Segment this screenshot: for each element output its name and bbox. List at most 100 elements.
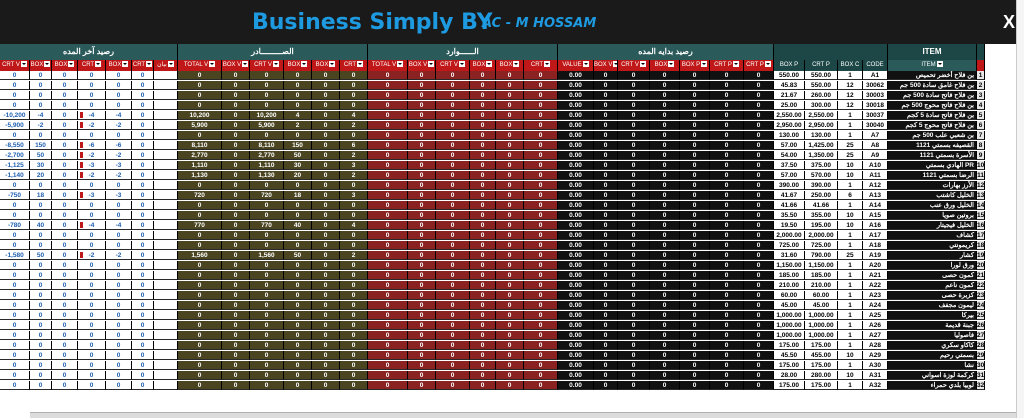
filter-dropdown-icon[interactable] [44, 61, 51, 68]
column-header[interactable]: BOX V [594, 60, 618, 71]
column-header[interactable]: BOX V [408, 60, 436, 71]
column-header[interactable]: CRT [340, 60, 368, 71]
column-header[interactable]: BOX V [222, 60, 250, 71]
filter-dropdown-icon[interactable] [701, 61, 708, 68]
filter-dropdown-icon[interactable] [20, 61, 27, 68]
table-cell: 0 [408, 291, 436, 300]
table-cell: 0 [618, 121, 650, 130]
table-cell: 0 [524, 101, 558, 110]
table-cell: A23 [863, 291, 888, 300]
table-cell: 40 [284, 221, 312, 230]
filter-dropdown-icon[interactable] [329, 61, 336, 68]
filter-dropdown-icon[interactable] [122, 61, 129, 68]
filter-dropdown-icon[interactable] [167, 61, 174, 68]
column-header[interactable]: BOX P [774, 60, 805, 71]
column-header[interactable]: بيان [154, 60, 178, 71]
filter-dropdown-icon[interactable] [95, 61, 102, 68]
table-cell: 0 [30, 91, 52, 100]
column-header[interactable]: BOX [284, 60, 312, 71]
column-header[interactable]: CRT P [805, 60, 838, 71]
table-cell: 0 [594, 101, 618, 110]
filter-dropdown-icon[interactable] [209, 61, 216, 68]
filter-dropdown-icon[interactable] [397, 61, 404, 68]
table-cell: 1 [838, 261, 863, 270]
column-header[interactable]: ITEM [888, 60, 977, 71]
column-header[interactable]: BOX [106, 60, 132, 71]
column-header[interactable]: BOX P [680, 60, 710, 71]
filter-dropdown-icon[interactable] [764, 61, 771, 68]
table-cell: 0 [710, 301, 744, 310]
table-cell: 0 [52, 81, 78, 90]
filter-dropdown-icon[interactable] [146, 61, 153, 68]
filter-dropdown-icon[interactable] [272, 61, 279, 68]
column-header[interactable]: CRT V [618, 60, 650, 71]
table-cell: 1,000.00 [805, 311, 838, 320]
column-header[interactable]: CRT [78, 60, 106, 71]
column-header[interactable]: BOX [52, 60, 78, 71]
table-cell: 0 [470, 301, 496, 310]
filter-dropdown-icon[interactable] [613, 61, 617, 68]
column-header[interactable]: TOTAL V [178, 60, 222, 71]
table-cell: 0 [340, 361, 368, 370]
horizontal-scrollbar[interactable] [30, 412, 1016, 418]
table-cell: 1,350.00 [805, 151, 838, 160]
table-cell: 0 [368, 191, 408, 200]
filter-dropdown-icon[interactable] [639, 61, 646, 68]
table-cell: 0 [744, 111, 774, 120]
column-header[interactable]: BOX [470, 60, 496, 71]
column-header[interactable] [977, 60, 985, 71]
column-header[interactable]: BOX [650, 60, 680, 71]
table-cell: 0 [744, 81, 774, 90]
column-header[interactable]: CRT [524, 60, 558, 71]
table-cell: 60.00 [805, 291, 838, 300]
table-cell: 0 [132, 141, 154, 150]
table-cell: 2 [284, 121, 312, 130]
column-header[interactable]: BOX [312, 60, 340, 71]
filter-dropdown-icon[interactable] [68, 61, 75, 68]
table-cell: 0 [524, 211, 558, 220]
column-header[interactable]: VALUE [558, 60, 594, 71]
filter-dropdown-icon[interactable] [428, 61, 435, 68]
table-cell: 22 [977, 281, 985, 290]
filter-dropdown-icon[interactable] [732, 61, 739, 68]
table-cell: 0 [408, 321, 436, 330]
table-cell: 0 [30, 281, 52, 290]
close-icon[interactable]: X [1003, 12, 1016, 32]
filter-dropdown-icon[interactable] [242, 61, 249, 68]
table-cell: 0 [496, 81, 524, 90]
column-header[interactable]: CRT [132, 60, 154, 71]
column-header[interactable]: BOX [30, 60, 52, 71]
table-cell: 0.00 [558, 341, 594, 350]
column-header[interactable]: CRT P [744, 60, 774, 71]
filter-dropdown-icon[interactable] [668, 61, 675, 68]
table-cell: 2,550.00 [805, 111, 838, 120]
table-cell: 0 [408, 71, 436, 80]
column-header[interactable]: TOTAL V [368, 60, 408, 71]
table-cell: 0 [650, 151, 680, 160]
table-cell: 0 [222, 251, 250, 260]
filter-dropdown-icon[interactable] [301, 61, 308, 68]
filter-dropdown-icon[interactable] [458, 61, 465, 68]
filter-dropdown-icon[interactable] [357, 61, 364, 68]
table-cell: -3 [78, 161, 106, 170]
column-header[interactable]: CRT V [0, 60, 30, 71]
vertical-scrollbar[interactable] [1016, 0, 1024, 418]
table-cell: 0 [710, 81, 744, 90]
filter-dropdown-icon[interactable] [936, 61, 943, 68]
table-cell: 0 [470, 171, 496, 180]
table-cell: 0 [52, 171, 78, 180]
column-header[interactable]: BOX [496, 60, 524, 71]
filter-dropdown-icon[interactable] [582, 61, 589, 68]
title-banner: Business Simply BY AC - M HOSSAM X [0, 0, 1024, 44]
filter-dropdown-icon[interactable] [513, 61, 520, 68]
column-header[interactable]: CRT V [436, 60, 470, 71]
column-header[interactable]: BOX C [838, 60, 863, 71]
filter-dropdown-icon[interactable] [486, 61, 493, 68]
column-header[interactable]: CRT V [250, 60, 284, 71]
filter-dropdown-icon[interactable] [544, 61, 551, 68]
table-cell: 0 [470, 231, 496, 240]
column-header[interactable]: CODE [863, 60, 888, 71]
table-cell [154, 181, 178, 190]
column-header[interactable]: CRT P [710, 60, 744, 71]
table-cell: 0.00 [558, 151, 594, 160]
